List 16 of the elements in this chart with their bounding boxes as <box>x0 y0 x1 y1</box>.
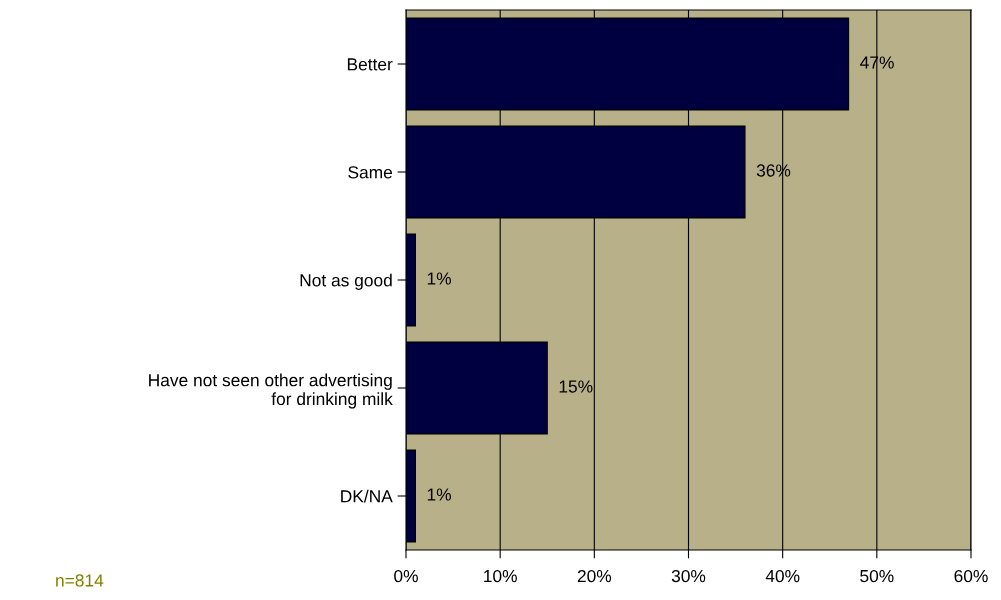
x-tick-label: 60% <box>954 569 988 583</box>
x-tick-label: 40% <box>765 569 800 583</box>
y-tick-label: Better <box>347 58 393 71</box>
text: n=814 <box>56 574 104 587</box>
y-tick-label: Not as good <box>300 273 392 290</box>
data-label: 15% <box>559 380 593 393</box>
data-label: 1% <box>427 272 451 285</box>
x-tick-label: 20% <box>577 569 612 583</box>
y-tick-label: DK/NA <box>341 489 393 503</box>
data-label: 1% <box>427 488 451 501</box>
y-tick-label: Have not seen other advertising for drinking milk <box>149 373 393 409</box>
x-tick-label: 30% <box>671 569 706 583</box>
x-tick-label: 10% <box>484 569 517 583</box>
x-tick-label: 0% <box>394 569 418 583</box>
x-tick-label: 50% <box>860 569 894 583</box>
y-tick-label: Same <box>348 166 393 179</box>
